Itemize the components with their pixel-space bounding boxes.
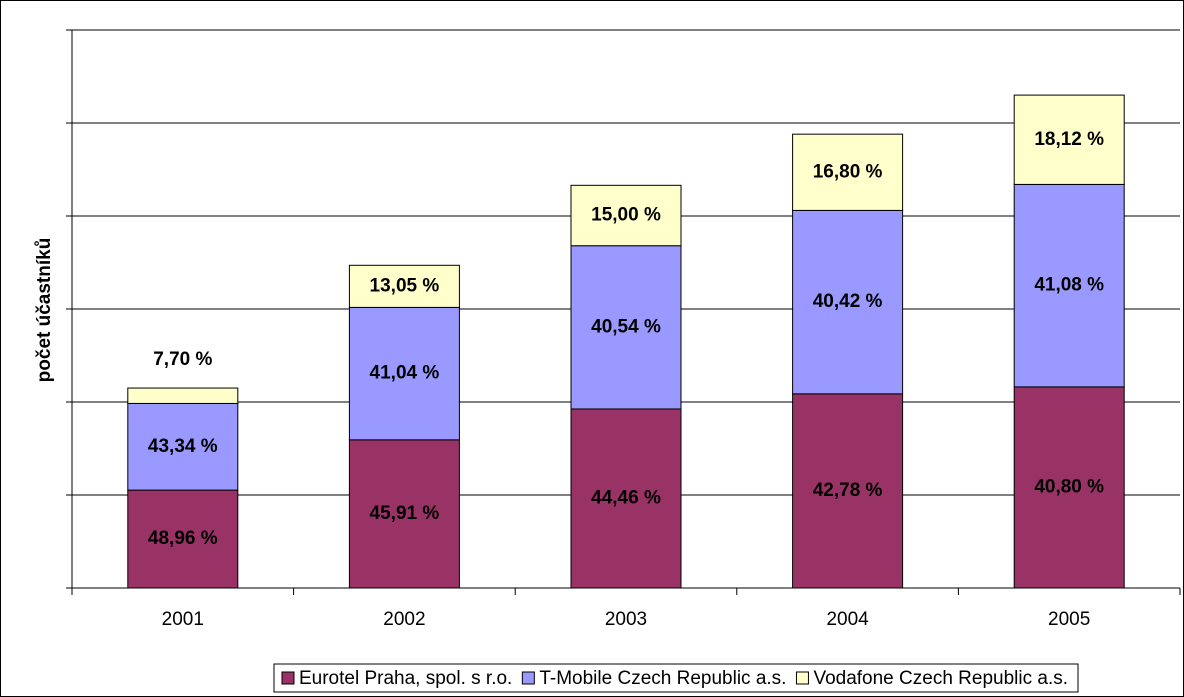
- legend-label: Eurotel Praha, spol. s r.o.: [299, 668, 512, 689]
- legend-box: [273, 663, 1079, 693]
- value-label: 16,80 %: [813, 161, 883, 182]
- bar-segment: [792, 133, 904, 211]
- bar-segment: [570, 184, 682, 247]
- value-label: 18,12 %: [1034, 129, 1104, 150]
- x-tick-label: 2005: [1048, 609, 1090, 630]
- x-tick-label: 2001: [162, 609, 204, 630]
- x-tick-label: 2003: [605, 609, 647, 630]
- bar-segment: [348, 306, 460, 441]
- bar-segment: [792, 393, 904, 589]
- value-label: 48,96 %: [148, 528, 218, 549]
- bar-segment: [1013, 386, 1125, 589]
- value-label: 41,04 %: [370, 363, 440, 384]
- x-tick-label: 2004: [826, 609, 869, 630]
- value-label: 43,34 %: [148, 436, 218, 457]
- value-label: 45,91 %: [370, 503, 440, 524]
- y-axis-label: počet účastníků: [34, 238, 55, 383]
- value-label: 15,00 %: [591, 205, 661, 226]
- bar-segment: [127, 387, 239, 404]
- bar-segment: [127, 402, 239, 491]
- legend-swatch: [795, 671, 809, 685]
- bar-segment: [1013, 94, 1125, 185]
- value-label: 13,05 %: [370, 275, 440, 296]
- legend: Eurotel Praha, spol. s r.o. T-Mobile Czec…: [273, 663, 1079, 693]
- legend-label: T-Mobile Czech Republic a.s.: [539, 668, 786, 689]
- bar-segment: [348, 264, 460, 308]
- bar-segment: [1013, 183, 1125, 388]
- value-label: 40,54 %: [591, 316, 661, 337]
- value-label: 42,78 %: [813, 480, 883, 501]
- value-label: 40,80 %: [1034, 476, 1104, 497]
- value-label: 40,42 %: [813, 291, 883, 312]
- bar-segment: [570, 408, 682, 589]
- bar-segment: [127, 489, 239, 589]
- x-tick-label: 2002: [383, 609, 425, 630]
- value-label: 41,08 %: [1034, 275, 1104, 296]
- legend-swatch: [521, 671, 535, 685]
- value-label: 44,46 %: [591, 487, 661, 508]
- legend-swatch: [281, 671, 295, 685]
- legend-label: Vodafone Czech Republic a.s.: [813, 668, 1068, 689]
- bar-segment: [792, 209, 904, 395]
- value-label: 7,70 %: [153, 349, 212, 370]
